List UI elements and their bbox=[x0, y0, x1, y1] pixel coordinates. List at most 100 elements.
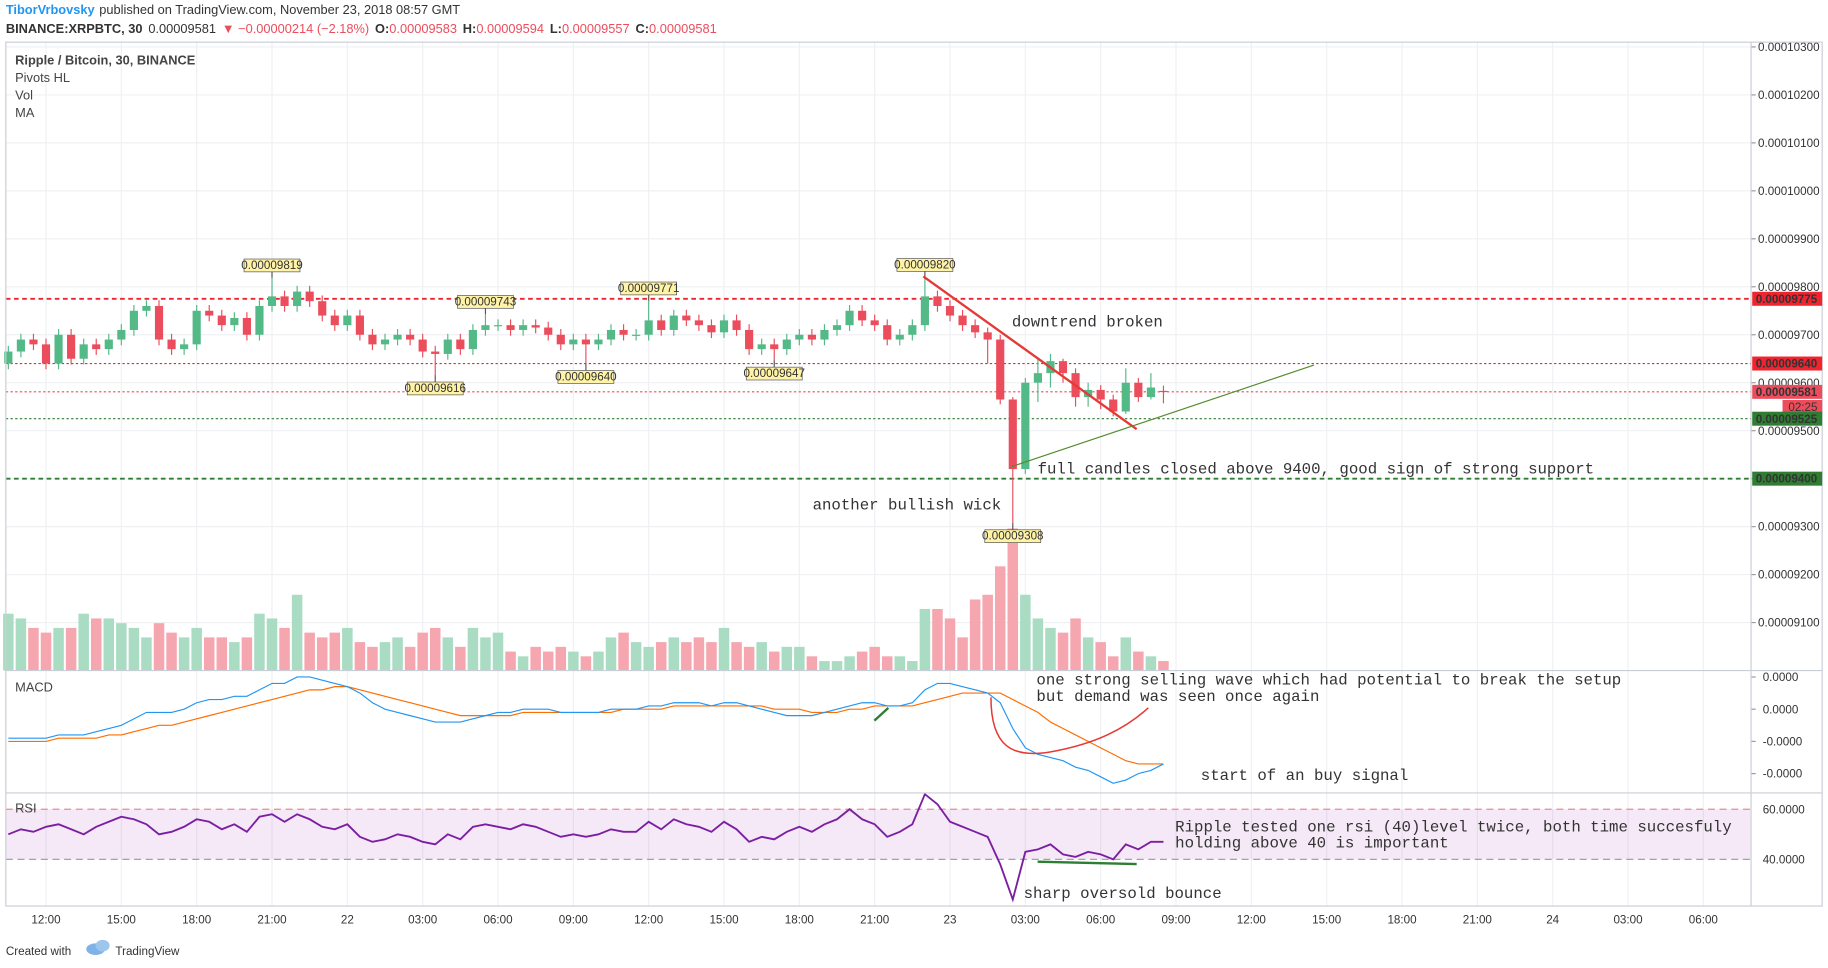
candle-body bbox=[1134, 382, 1143, 398]
candle-body bbox=[1096, 389, 1105, 400]
volume-bar bbox=[128, 627, 140, 671]
volume-bar bbox=[693, 637, 705, 671]
candle-body bbox=[481, 325, 490, 330]
candle-body bbox=[280, 296, 289, 306]
candle-body bbox=[1159, 390, 1168, 393]
y-tick-label: 0.00009700 bbox=[1758, 329, 1820, 342]
level-price-label: 0.00009775 bbox=[1756, 293, 1818, 306]
volume-bar bbox=[731, 642, 742, 671]
volume-bar bbox=[216, 637, 228, 671]
candle-body bbox=[468, 329, 477, 350]
level-price-box bbox=[1752, 356, 1823, 371]
annotation: start of an buy signal bbox=[1201, 767, 1409, 785]
volume-bar bbox=[1133, 651, 1144, 671]
annotation: full candles closed above 9400, good sig… bbox=[1038, 461, 1595, 479]
pivot-label: 0.00009820 bbox=[894, 258, 956, 271]
volume-bar bbox=[994, 566, 1006, 671]
x-tick-label: 22 bbox=[341, 914, 354, 927]
last-price: 0.00009581 bbox=[148, 21, 216, 36]
volume-bar bbox=[116, 623, 127, 671]
author: TiborVrbovsky bbox=[6, 2, 96, 17]
volume-bar bbox=[542, 651, 554, 671]
rsi-tick-label: 40.0000 bbox=[1763, 853, 1806, 866]
volume-bar bbox=[241, 637, 253, 671]
countdown-label: 02:25 bbox=[1788, 401, 1817, 414]
annotation: Ripple tested one rsi (40)level twice, b… bbox=[1175, 818, 1732, 836]
x-tick-label: 18:00 bbox=[182, 914, 212, 927]
x-tick-label: 03:00 bbox=[1011, 914, 1041, 927]
volume-bar bbox=[718, 627, 730, 671]
x-tick-label: 09:00 bbox=[1161, 914, 1191, 927]
candle-body bbox=[41, 344, 51, 364]
pivot-label: 0.00009647 bbox=[743, 367, 805, 380]
candle-body bbox=[795, 334, 804, 340]
volume-bar bbox=[1095, 642, 1106, 671]
x-tick-label: 15:00 bbox=[709, 914, 739, 927]
candle-body bbox=[217, 315, 226, 326]
change: ▼ −0.00000214 (−2.18%) bbox=[222, 21, 369, 36]
x-tick-label: 21:00 bbox=[860, 914, 890, 927]
volume-bar bbox=[1158, 661, 1169, 671]
volume-bar bbox=[655, 642, 667, 671]
y-tick-label: 0.00009500 bbox=[1758, 425, 1820, 438]
volume-bar bbox=[379, 642, 391, 671]
candle-body bbox=[255, 305, 264, 335]
x-tick-label: 09:00 bbox=[559, 914, 589, 927]
candle-body bbox=[895, 334, 904, 340]
annotation: holding above 40 is important bbox=[1175, 835, 1449, 853]
candle-body bbox=[506, 325, 515, 330]
candle-body bbox=[1033, 373, 1042, 383]
symbol-line: BINANCE:XRPBTC, 30 0.00009581 ▼ −0.0000021… bbox=[6, 21, 717, 36]
candle-body bbox=[180, 344, 189, 350]
overlay: TiborVrbovsky published on TradingView.co… bbox=[5, 2, 1823, 958]
open-value: 0.00009583 bbox=[389, 21, 457, 36]
y-tick-label: 0.00009800 bbox=[1758, 281, 1820, 294]
volume-bar bbox=[254, 613, 265, 671]
open-key: O: bbox=[375, 21, 389, 36]
candle-body bbox=[569, 339, 578, 345]
candle-body bbox=[1146, 387, 1155, 398]
candle-body bbox=[493, 325, 503, 327]
pivot-box bbox=[557, 370, 615, 384]
candle-body bbox=[29, 339, 38, 345]
volume-bar bbox=[304, 632, 315, 671]
volume-bar bbox=[831, 661, 843, 671]
volume-bar bbox=[643, 646, 654, 671]
candle-body bbox=[770, 344, 779, 350]
y-tick-label: 0.00009100 bbox=[1758, 617, 1820, 630]
candle-body bbox=[92, 344, 101, 350]
candle-body bbox=[945, 305, 955, 316]
candle-body bbox=[883, 325, 892, 340]
candle-body bbox=[431, 351, 440, 354]
volume-bar bbox=[166, 632, 177, 671]
y-tick-label: 0.00009900 bbox=[1758, 233, 1820, 246]
pivot-box bbox=[984, 529, 1042, 543]
published: published on TradingView.com, November 2… bbox=[99, 2, 460, 17]
candle-body bbox=[16, 339, 25, 352]
candle-body bbox=[443, 339, 452, 354]
candle-body bbox=[456, 339, 465, 350]
legend-pivots: Pivots HL bbox=[15, 70, 70, 85]
volume-bar bbox=[404, 646, 416, 671]
candle-body bbox=[368, 334, 377, 345]
macd-line bbox=[8, 676, 1164, 784]
volume-bar bbox=[1120, 637, 1132, 671]
candle-body bbox=[732, 320, 741, 330]
candle-body bbox=[380, 339, 390, 345]
pivot-box bbox=[406, 381, 464, 396]
volume-bar bbox=[756, 642, 767, 671]
volume-bar bbox=[969, 599, 981, 671]
y-tick-label: 0.00010200 bbox=[1758, 89, 1820, 102]
candle-body bbox=[1058, 361, 1068, 374]
volume-bar bbox=[53, 627, 64, 671]
candle-body bbox=[192, 310, 201, 345]
volume-bar bbox=[442, 637, 454, 671]
candle-body bbox=[632, 334, 641, 336]
volume-bar bbox=[605, 637, 617, 671]
candle-body bbox=[418, 339, 427, 352]
x-tick-label: 18:00 bbox=[785, 914, 815, 927]
footer-brand[interactable]: TradingView bbox=[115, 945, 180, 958]
volume-bar bbox=[40, 632, 52, 671]
